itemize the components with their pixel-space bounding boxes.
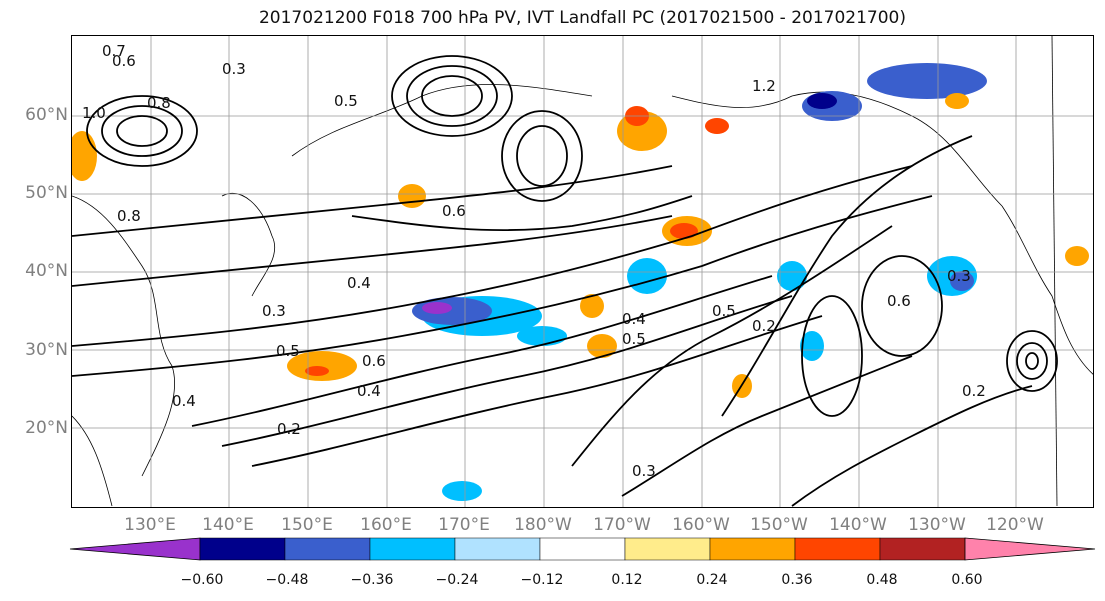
contour-label: 0.6	[362, 352, 386, 370]
colorbar-segment	[454, 537, 541, 561]
lat-label-50n: 50°N	[25, 183, 68, 203]
lat-label-40n: 40°N	[25, 261, 68, 281]
contour-label: 0.4	[347, 274, 371, 292]
colorbar-segment	[284, 537, 371, 561]
lat-label-20n: 20°N	[25, 418, 68, 438]
colorbar-tick-label: −0.60	[180, 572, 224, 588]
colorbar-segment	[879, 537, 966, 561]
contour-label: 0.3	[222, 60, 246, 78]
ivt-contours	[72, 55, 1058, 507]
colorbar-segment	[709, 537, 796, 561]
contour-labels: 0.3 0.6 0.4 0.5 0.7 0.8 1.0 1.2 0.2 0.6 …	[82, 42, 986, 480]
colorbar-tick-label: 0.24	[696, 572, 728, 588]
map-panel: 0.3 0.6 0.4 0.5 0.7 0.8 1.0 1.2 0.2 0.6 …	[71, 35, 1094, 508]
map-title: 2017021200 F018 700 hPa PV, IVT Landfall…	[258, 8, 906, 28]
contour-label: 0.5	[276, 342, 300, 360]
lon-label-170e: 170°E	[438, 515, 490, 535]
contour-label: 0.7	[102, 42, 126, 60]
colorbar-tick-label: −0.36	[350, 572, 394, 588]
lon-label-170w: 170°W	[593, 515, 651, 535]
lon-label-150w: 150°W	[750, 515, 808, 535]
contour-label: 0.4	[622, 310, 646, 328]
colorbar-segment	[369, 537, 456, 561]
contour-label: 0.4	[172, 392, 196, 410]
contour-label: 0.6	[887, 292, 911, 310]
contour-label: 0.6	[442, 202, 466, 220]
map-canvas: 0.3 0.6 0.4 0.5 0.7 0.8 1.0 1.2 0.2 0.6 …	[72, 36, 1093, 507]
colorbar-tick-label: 0.12	[611, 572, 643, 588]
contour-label: 0.8	[117, 207, 141, 225]
contour-label: 0.2	[277, 420, 301, 438]
lat-label-30n: 30°N	[25, 340, 68, 360]
lon-label-140w: 140°W	[829, 515, 887, 535]
colorbar-segment	[69, 537, 201, 561]
colorbar-segment	[539, 537, 626, 561]
contour-label: 0.8	[147, 94, 171, 112]
graticule	[72, 36, 1093, 507]
contour-label: 0.4	[357, 382, 381, 400]
contour-label: 0.5	[622, 330, 646, 348]
colorbar-segment	[964, 537, 1096, 561]
lon-label-160e: 160°E	[360, 515, 412, 535]
contour-label: 1.0	[82, 104, 106, 122]
colorbar-tick-label: −0.48	[265, 572, 309, 588]
colorbar-segment	[794, 537, 881, 561]
contour-label: 0.5	[334, 92, 358, 110]
contour-label: 0.5	[712, 302, 736, 320]
colorbar-segment	[199, 537, 286, 561]
contour-label: 1.2	[752, 77, 776, 95]
lat-label-60n: 60°N	[25, 105, 68, 125]
lon-label-180w: 180°W	[514, 515, 572, 535]
contour-label: 0.3	[262, 302, 286, 320]
lon-label-140e: 140°E	[202, 515, 254, 535]
colorbar-tick-label: −0.12	[520, 572, 564, 588]
contour-label: 0.3	[947, 267, 971, 285]
pv-anomaly-fills	[72, 63, 1089, 501]
lon-label-160w: 160°W	[672, 515, 730, 535]
colorbar-tick-label: 0.60	[951, 572, 983, 588]
contour-label: 0.2	[962, 382, 986, 400]
colorbar	[69, 537, 1096, 561]
colorbar-segment	[624, 537, 711, 561]
lon-label-120w: 120°W	[986, 515, 1044, 535]
contour-label: 0.3	[632, 462, 656, 480]
lon-label-130w: 130°W	[908, 515, 966, 535]
colorbar-tick-label: −0.24	[435, 572, 479, 588]
colorbar-tick-label: 0.48	[866, 572, 898, 588]
lon-label-130e: 130°E	[124, 515, 176, 535]
contour-label: 0.2	[752, 317, 776, 335]
colorbar-tick-label: 0.36	[781, 572, 813, 588]
lon-label-150e: 150°E	[281, 515, 333, 535]
contour-label: 0.6	[112, 52, 136, 70]
